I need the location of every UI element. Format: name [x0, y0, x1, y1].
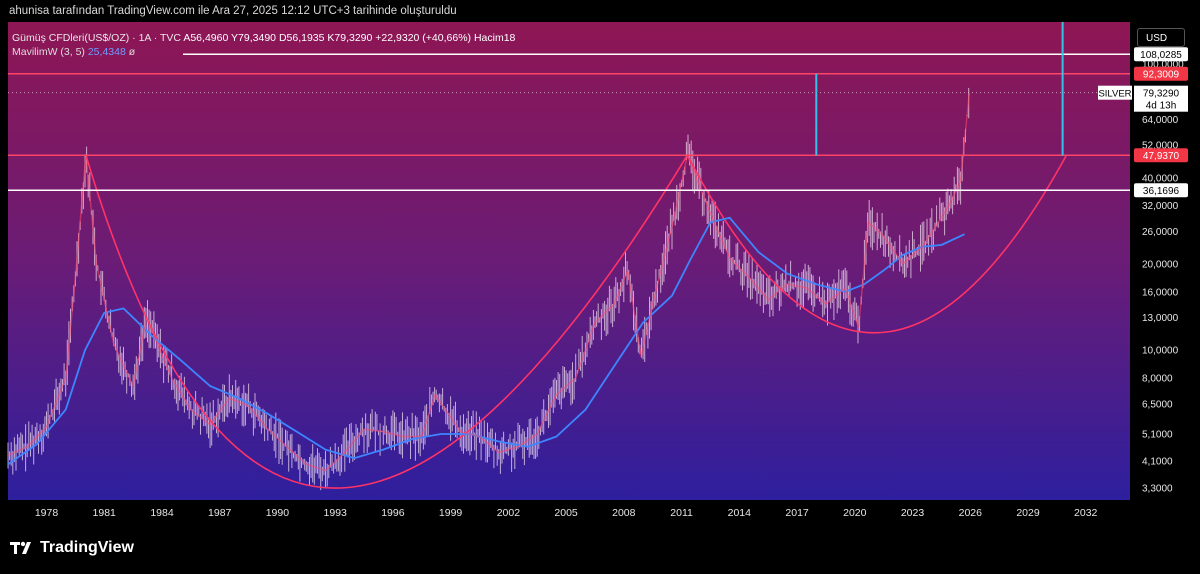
legend-symbol[interactable]: Gümüş CFDleri(US$/OZ) · 1A · TVC [12, 32, 181, 44]
y-tick-label: 20,0000 [1142, 260, 1179, 271]
y-tick-label: 100,0000 [1142, 59, 1184, 70]
current-price-tag [1134, 85, 1188, 112]
current-price-label: 79,3290 [1143, 89, 1180, 100]
x-tick-label: 1987 [208, 507, 232, 519]
y-tick-label: 26,0000 [1142, 227, 1179, 238]
y-tick-label: 8,0000 [1142, 374, 1173, 385]
level-tag-label: 36,1696 [1143, 186, 1180, 197]
legend-volume: Hacim18 [473, 32, 516, 44]
x-tick-label: 2029 [1016, 507, 1040, 519]
legend-open: A56,4960 [183, 32, 229, 44]
x-tick-label: 2032 [1074, 507, 1098, 519]
cup-curve [686, 154, 1068, 334]
x-tick-label: 2005 [554, 507, 578, 519]
chart-area[interactable]: 100,0000 64,0000 52,0000 40,0000 32,0000 26,0… [0, 22, 1200, 522]
level-tag [1134, 183, 1188, 198]
tradingview-logo-icon [10, 541, 31, 554]
price-layer [7, 92, 1130, 472]
x-tick-label: 1999 [439, 507, 463, 519]
y-tick-label: 10,0000 [1142, 346, 1179, 357]
x-tick-label: 2002 [497, 507, 521, 519]
x-tick-label: 2026 [959, 507, 983, 519]
level-tag-label: 47,9370 [1143, 151, 1180, 162]
y-tick-label: 16,0000 [1142, 287, 1179, 298]
level-tag-label: 92,3009 [1143, 70, 1180, 81]
y-tick-label: 5,1000 [1142, 430, 1173, 441]
levels-layer [8, 53, 1130, 192]
legend-ma-label[interactable]: MavilimW (3, 5) [12, 46, 85, 58]
x-tick-label: 2014 [728, 507, 752, 519]
currency-button[interactable]: USD [1137, 28, 1185, 47]
level-tag [1134, 47, 1188, 62]
y-tick-label: 64,0000 [1142, 115, 1179, 126]
x-tick-label: 2023 [901, 507, 925, 519]
x-tick-label: 1993 [324, 507, 348, 519]
brand-name: TradingView [40, 539, 134, 556]
series-name-label: SILVER [1098, 89, 1131, 100]
legend-ma-symbol: ø [128, 46, 136, 58]
legend-row-indicator: MavilimW (3, 5) 25,4348 ø [12, 45, 515, 59]
legend-close: K79,3290 [327, 32, 373, 44]
x-tick-label: 1990 [266, 507, 290, 519]
price-tags: 108,0285 92,3009 47,9370 36,1696 SILVER 79,32… [1098, 47, 1188, 198]
x-tick-label: 1978 [35, 507, 59, 519]
x-tick-label: 2017 [785, 507, 809, 519]
chart-legend: Gümüş CFDleri(US$/OZ) · 1A · TVC A56,496… [12, 31, 515, 59]
price-series-line [7, 92, 971, 472]
plot-background [8, 22, 1130, 500]
y-tick-label: 3,3000 [1142, 484, 1173, 495]
ma-series-line [7, 216, 965, 465]
y-tick-label: 40,0000 [1142, 173, 1179, 184]
vertical-markers-layer [815, 22, 1064, 156]
y-tick-label: 13,0000 [1142, 313, 1179, 324]
price-axis[interactable]: 100,0000 64,0000 52,0000 40,0000 32,0000 26,0… [1142, 59, 1184, 494]
price-chart[interactable]: 100,0000 64,0000 52,0000 40,0000 32,0000 26,0… [0, 22, 1200, 522]
level-tag [1134, 148, 1188, 163]
x-tick-label: 1984 [150, 507, 174, 519]
attribution-text: ahunisa tarafından TradingView.com ile A… [9, 5, 457, 17]
attribution-bar: ahunisa tarafından TradingView.com ile A… [0, 0, 1200, 22]
currency-label: USD [1146, 33, 1168, 44]
y-tick-label: 4,1000 [1142, 457, 1173, 468]
footer-bar: TradingView [0, 522, 1200, 574]
y-tick-label: 6,5000 [1142, 399, 1173, 410]
level-tag-label: 108,0285 [1140, 50, 1182, 61]
time-axis-background [8, 500, 1130, 522]
legend-low: D56,1935 [278, 32, 325, 44]
y-tick-label: 52,0000 [1142, 141, 1179, 152]
x-tick-label: 2008 [612, 507, 636, 519]
series-name-tag [1098, 85, 1132, 100]
legend-high: Y79,3490 [231, 32, 277, 44]
x-tick-label: 1981 [93, 507, 117, 519]
legend-ma-value: 25,4348 [87, 46, 126, 58]
time-axis[interactable]: 1978 1981 1984 1987 1990 1993 1996 1999 2002 2005… [35, 507, 1098, 519]
y-tick-label: 32,0000 [1142, 201, 1179, 212]
countdown-label: 4d 13h [1146, 101, 1177, 112]
x-tick-label: 2011 [670, 507, 693, 519]
tradingview-brand[interactable]: TradingView [10, 539, 134, 557]
level-tag [1134, 66, 1188, 81]
x-tick-label: 2020 [843, 507, 867, 519]
legend-row-ohlc: Gümüş CFDleri(US$/OZ) · 1A · TVC A56,496… [12, 31, 515, 45]
ma-layer [7, 216, 965, 465]
x-tick-label: 1996 [381, 507, 405, 519]
legend-change: +22,9320 (+40,66%) [375, 32, 472, 44]
